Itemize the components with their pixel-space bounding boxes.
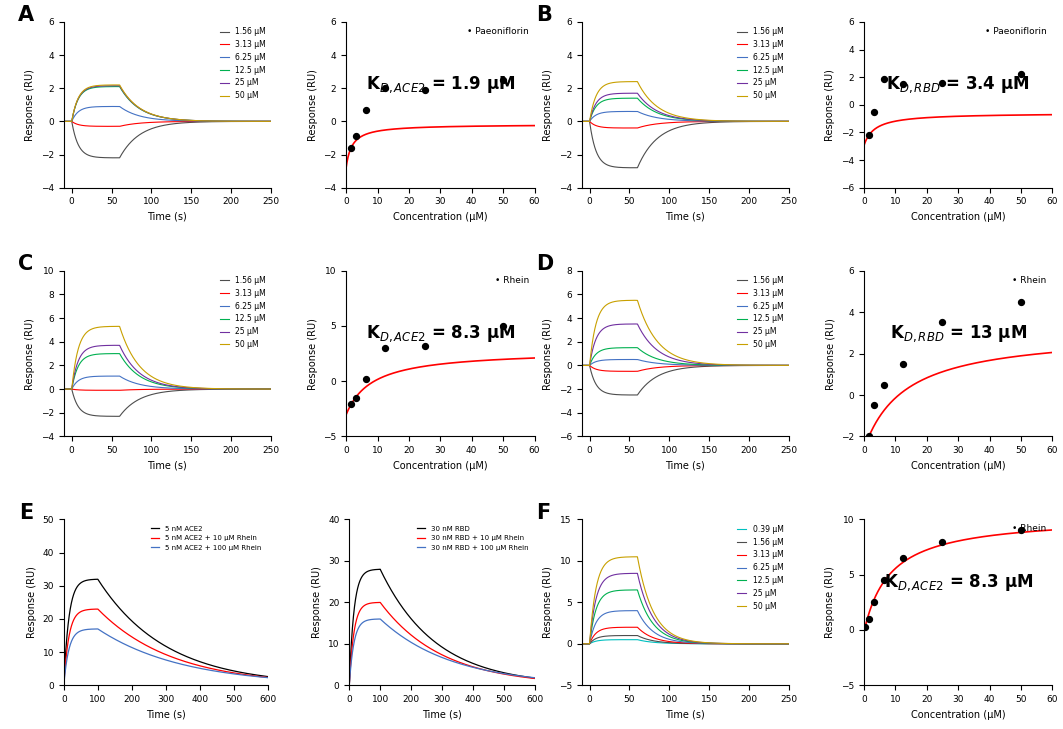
- Legend: 1.56 μM, 3.13 μM, 6.25 μM, 12.5 μM, 25 μM, 50 μM: 1.56 μM, 3.13 μM, 6.25 μM, 12.5 μM, 25 μ…: [218, 26, 267, 102]
- Point: [895, 553, 912, 564]
- Text: C: C: [18, 254, 33, 274]
- Y-axis label: Response (RU): Response (RU): [826, 318, 836, 389]
- X-axis label: Concentration (μM): Concentration (μM): [911, 461, 1006, 471]
- X-axis label: Concentration (μM): Concentration (μM): [911, 212, 1006, 222]
- Text: A: A: [18, 5, 34, 26]
- Y-axis label: Response (RU): Response (RU): [307, 318, 318, 389]
- Point: [860, 613, 877, 625]
- Y-axis label: Response (RU): Response (RU): [27, 566, 37, 639]
- Text: K$_{D, ACE2}$ = 8.3 μM: K$_{D, ACE2}$ = 8.3 μM: [366, 324, 514, 344]
- Text: K$_{D, RBD}$ = 13 μM: K$_{D, RBD}$ = 13 μM: [890, 324, 1027, 344]
- Point: [377, 82, 394, 94]
- Text: • Paeoniflorin: • Paeoniflorin: [985, 27, 1047, 36]
- X-axis label: Time (s): Time (s): [665, 461, 705, 471]
- Point: [934, 77, 951, 88]
- Point: [895, 358, 912, 370]
- Y-axis label: Response (RU): Response (RU): [826, 566, 836, 639]
- Point: [875, 73, 892, 85]
- Point: [860, 129, 877, 141]
- Legend: 1.56 μM, 3.13 μM, 6.25 μM, 12.5 μM, 25 μM, 50 μM: 1.56 μM, 3.13 μM, 6.25 μM, 12.5 μM, 25 μ…: [218, 274, 267, 351]
- Y-axis label: Response (RU): Response (RU): [543, 318, 553, 389]
- Text: K$_{D, ACE2}$ = 1.9 μM: K$_{D, ACE2}$ = 1.9 μM: [366, 74, 514, 95]
- X-axis label: Concentration (μM): Concentration (μM): [911, 709, 1006, 720]
- Text: F: F: [536, 503, 551, 523]
- Legend: 30 nM RBD, 30 nM RBD + 10 μM Rhein, 30 nM RBD + 100 μM Rhein: 30 nM RBD, 30 nM RBD + 10 μM Rhein, 30 n…: [414, 523, 532, 553]
- Legend: 0.39 μM, 1.56 μM, 3.13 μM, 6.25 μM, 12.5 μM, 25 μM, 50 μM: 0.39 μM, 1.56 μM, 3.13 μM, 6.25 μM, 12.5…: [736, 523, 784, 612]
- Text: • Rhein: • Rhein: [1012, 276, 1047, 284]
- Text: B: B: [536, 5, 552, 26]
- X-axis label: Time (s): Time (s): [148, 212, 187, 222]
- Point: [342, 142, 359, 154]
- Text: D: D: [536, 254, 553, 274]
- Point: [875, 574, 892, 586]
- X-axis label: Time (s): Time (s): [146, 709, 186, 720]
- Legend: 1.56 μM, 3.13 μM, 6.25 μM, 12.5 μM, 25 μM, 50 μM: 1.56 μM, 3.13 μM, 6.25 μM, 12.5 μM, 25 μ…: [736, 274, 784, 351]
- Point: [934, 536, 951, 547]
- Point: [875, 379, 892, 391]
- Point: [348, 392, 365, 404]
- Text: E: E: [19, 503, 33, 523]
- Point: [494, 74, 511, 86]
- Text: • Rhein: • Rhein: [1012, 524, 1047, 534]
- Point: [895, 78, 912, 90]
- Y-axis label: Response (RU): Response (RU): [543, 566, 553, 639]
- Point: [1012, 525, 1029, 537]
- Y-axis label: Response (RU): Response (RU): [26, 69, 35, 141]
- Y-axis label: Response (RU): Response (RU): [543, 69, 553, 141]
- Text: • Rhein: • Rhein: [494, 276, 529, 284]
- X-axis label: Time (s): Time (s): [148, 461, 187, 471]
- Point: [934, 316, 951, 328]
- Legend: 1.56 μM, 3.13 μM, 6.25 μM, 12.5 μM, 25 μM, 50 μM: 1.56 μM, 3.13 μM, 6.25 μM, 12.5 μM, 25 μ…: [736, 26, 784, 102]
- Point: [348, 130, 365, 142]
- Text: K$_{D, ACE2}$ = 8.3 μM: K$_{D, ACE2}$ = 8.3 μM: [883, 572, 1033, 593]
- Point: [494, 320, 511, 332]
- Point: [416, 84, 433, 95]
- X-axis label: Time (s): Time (s): [665, 212, 705, 222]
- X-axis label: Time (s): Time (s): [665, 709, 705, 720]
- Y-axis label: Response (RU): Response (RU): [313, 566, 322, 639]
- Point: [1012, 69, 1029, 80]
- Y-axis label: Response (RU): Response (RU): [26, 318, 35, 389]
- Point: [357, 373, 374, 385]
- Point: [865, 106, 882, 117]
- Point: [342, 399, 359, 410]
- X-axis label: Concentration (μM): Concentration (μM): [393, 461, 488, 471]
- Point: [865, 596, 882, 608]
- Point: [416, 340, 433, 351]
- Point: [1012, 296, 1029, 308]
- Point: [860, 431, 877, 443]
- X-axis label: Time (s): Time (s): [422, 709, 461, 720]
- Legend: 5 nM ACE2, 5 nM ACE2 + 10 μM Rhein, 5 nM ACE2 + 100 μM Rhein: 5 nM ACE2, 5 nM ACE2 + 10 μM Rhein, 5 nM…: [148, 523, 264, 553]
- Point: [377, 342, 394, 354]
- Point: [865, 399, 882, 411]
- Text: K$_{D, RBD}$ = 3.4 μM: K$_{D, RBD}$ = 3.4 μM: [887, 74, 1030, 95]
- Text: • Paeoniflorin: • Paeoniflorin: [467, 27, 529, 36]
- Y-axis label: Response (RU): Response (RU): [826, 69, 836, 141]
- Y-axis label: Response (RU): Response (RU): [308, 69, 318, 141]
- Point: [357, 104, 374, 116]
- Point: [857, 621, 874, 633]
- X-axis label: Concentration (μM): Concentration (μM): [393, 212, 488, 222]
